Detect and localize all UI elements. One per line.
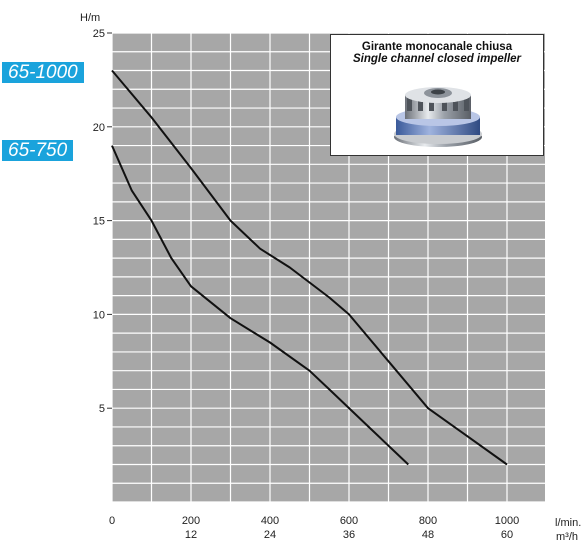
y-tick-label: 20 [93,122,105,134]
x-axis-label-secondary: m³/h [556,531,578,543]
x-tick-label: 400 [261,515,279,527]
series-line-65-750 [111,145,409,466]
y-tick-label: 25 [93,28,105,40]
curves [111,69,508,466]
x-tick-label: 800 [419,515,437,527]
x-tick-label-secondary: 48 [422,529,434,541]
series-label-65-750: 65-750 [2,140,74,161]
x-tick-label-secondary: 60 [501,529,513,541]
y-tick-label: 15 [93,216,105,228]
y-tick-label: 5 [99,403,105,415]
x-tick-label-secondary: 36 [343,529,355,541]
y-tick-label: 10 [93,309,105,321]
series-label-65-1000: 65-1000 [2,62,84,83]
impeller-inset: Girante monocanale chiusa Single channel… [330,34,544,156]
series-line-65-1000 [111,69,508,466]
y-axis-ticks: 5 10 15 20 25 [93,28,112,415]
x-tick-label: 1000 [495,515,519,527]
inset-subtitle: Single channel closed impeller [352,53,522,65]
x-tick-label: 200 [182,515,200,527]
x-tick-label-secondary: 12 [185,529,197,541]
inset-title: Girante monocanale chiusa [361,41,513,53]
x-tick-label-secondary: 24 [264,529,276,541]
x-axis-label-primary: l/min. [555,517,581,529]
x-tick-label: 600 [340,515,358,527]
x-tick-label: 0 [109,515,115,527]
closed-impeller-icon [394,87,482,147]
y-axis-label: H/m [80,12,100,24]
x-axis-ticks: 0 200 12 400 24 600 36 800 48 1000 60 [109,515,519,541]
